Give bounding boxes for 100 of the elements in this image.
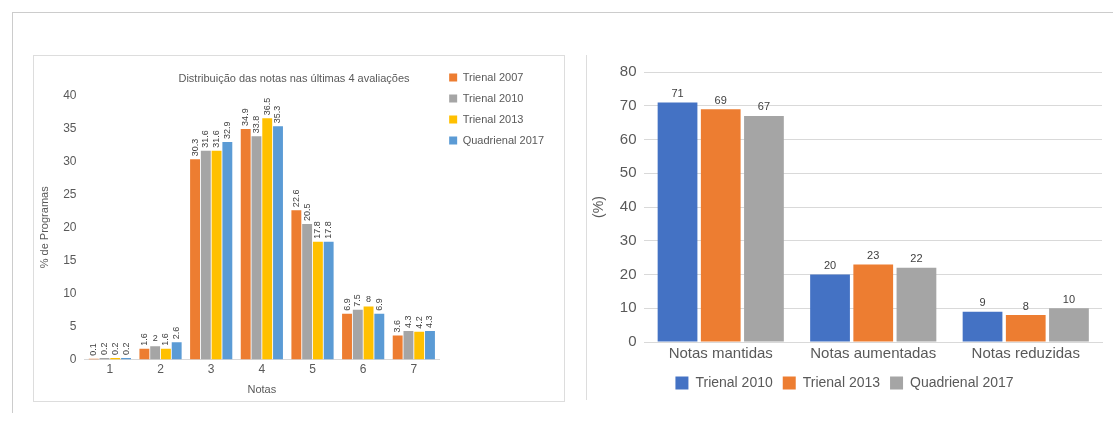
bar [392, 335, 403, 360]
bar [896, 267, 937, 342]
bar [323, 241, 334, 360]
x-tick-label: 1 [106, 361, 114, 376]
data-label: 23 [867, 248, 880, 261]
bar [744, 115, 784, 342]
bar [363, 306, 374, 360]
data-label: 2.6 [171, 326, 182, 340]
bar [342, 313, 352, 360]
data-label: 7.5 [352, 294, 363, 307]
bar [657, 102, 698, 342]
data-label: 69 [714, 93, 727, 106]
bar [962, 311, 1003, 342]
y-tick-label: 30 [63, 153, 77, 168]
y-tick-label: 30 [619, 230, 637, 248]
bar [403, 331, 414, 360]
bar [273, 126, 283, 360]
y-tick-label: 35 [63, 120, 77, 135]
data-label: 17.8 [323, 221, 334, 239]
data-label: 9 [979, 296, 986, 309]
y-tick-label: 0 [628, 332, 637, 350]
bar [139, 348, 150, 360]
data-label: 67 [757, 100, 771, 113]
bar [374, 313, 385, 360]
bar [853, 264, 894, 342]
legend-label: Quadrienal 2017 [462, 133, 544, 146]
data-label: 0.2 [109, 342, 120, 356]
data-label: 4.3 [402, 315, 413, 328]
bar [262, 118, 273, 360]
legend-label: Trienal 2013 [462, 112, 524, 125]
y-tick-label: 25 [63, 186, 77, 201]
bar [190, 159, 200, 360]
y-tick-label: 15 [63, 252, 77, 267]
y-axis-title: % de Programas [37, 185, 50, 269]
y-tick-label: 40 [63, 87, 77, 102]
y-tick-label: 20 [63, 219, 77, 234]
legend-label: Trienal 2010 [462, 91, 524, 104]
data-label: 31.6 [200, 130, 211, 148]
bar [291, 210, 302, 360]
data-label: 35.3 [272, 105, 283, 124]
data-label: 6.9 [341, 298, 352, 311]
y-tick-label: 10 [619, 298, 637, 316]
y-tick-label: 20 [619, 264, 637, 282]
data-label: 22.6 [290, 189, 301, 208]
y-tick-label: 0 [69, 351, 77, 366]
x-tick-label: Notas aumentadas [810, 344, 937, 362]
y-tick-label: 40 [619, 197, 637, 215]
legend-label: Trienal 2010 [695, 373, 773, 390]
x-tick-label: 2 [157, 361, 165, 376]
data-label: 34.9 [240, 108, 251, 126]
legend-label: Trienal 2013 [802, 373, 881, 390]
bar [1005, 315, 1046, 342]
y-tick-label: 5 [69, 318, 77, 333]
data-label: 4.3 [424, 315, 435, 328]
data-label: 20 [823, 259, 837, 272]
data-label: 36.5 [261, 97, 272, 116]
data-label: 2 [152, 333, 158, 344]
bar [222, 142, 233, 360]
y-tick-label: 80 [619, 62, 637, 80]
legend-label: Quadrienal 2017 [910, 373, 1014, 390]
bar [150, 346, 161, 360]
data-label: 22 [910, 252, 923, 265]
bar [302, 224, 313, 360]
data-label: 30.3 [189, 138, 200, 157]
y-tick-label: 60 [619, 129, 637, 147]
bar [171, 342, 182, 360]
x-tick-label: 7 [410, 361, 418, 376]
data-label: 0.1 [88, 343, 99, 356]
data-label: 32.9 [221, 121, 232, 140]
x-tick-label: Notas mantidas [668, 344, 773, 362]
x-tick-label: 4 [258, 361, 266, 376]
data-label: 1.6 [160, 333, 171, 346]
bar [425, 331, 435, 360]
data-label: 3.6 [392, 320, 403, 333]
data-label: 33.8 [250, 115, 261, 134]
bar [200, 150, 211, 360]
bar [700, 109, 741, 342]
legend-label: Trienal 2007 [462, 70, 524, 83]
y-axis-title: (%) [590, 196, 607, 218]
bar [240, 128, 251, 360]
bar [312, 241, 323, 360]
data-label: 0.2 [120, 342, 131, 356]
bar [810, 274, 850, 342]
bar [251, 136, 262, 360]
data-label: 31.6 [211, 130, 222, 148]
x-tick-label: 5 [309, 361, 317, 376]
data-label: 71 [671, 86, 684, 99]
y-tick-label: 10 [63, 285, 77, 300]
data-label: 8 [366, 293, 372, 304]
bar [352, 309, 363, 360]
bar [211, 150, 222, 360]
x-axis-title: Notas [247, 383, 277, 396]
data-label: 8 [1022, 299, 1029, 312]
x-tick-label: 6 [359, 361, 367, 376]
chart-title: Distribuição das notas nas últimas 4 avaliações [178, 71, 411, 84]
data-label: 0.2 [98, 342, 109, 356]
data-label: 1.6 [138, 333, 149, 346]
bar [1049, 308, 1089, 342]
data-label: 20.5 [301, 203, 312, 221]
data-label: 4.2 [413, 316, 424, 329]
